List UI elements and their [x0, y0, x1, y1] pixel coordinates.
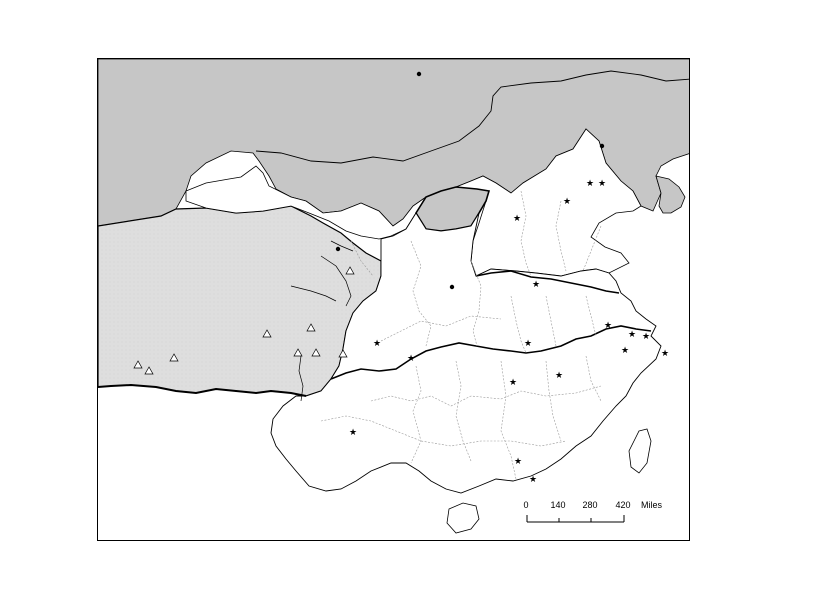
star-marker: ★ — [532, 280, 540, 290]
triangle-marker — [133, 360, 143, 369]
dot-marker — [335, 246, 341, 252]
province-borders — [320, 190, 602, 480]
map-frame: ★ ★ ★ ★ ★ ★ ★ ★ ★ ★ ★ ★ ★ ★ ★ ★ ★ ★ — [97, 58, 690, 541]
star-marker: ★ — [555, 371, 563, 381]
dot-marker — [416, 71, 422, 77]
scale-tick-label: 420 — [615, 500, 631, 510]
scale-bar — [526, 515, 625, 523]
triangle-marker — [144, 366, 154, 375]
dot-markers — [335, 71, 605, 290]
tibet-border — [98, 383, 307, 397]
rivers — [290, 240, 354, 402]
triangle-marker — [311, 348, 321, 357]
star-marker: ★ — [604, 321, 612, 331]
scale-tick-label: 140 — [550, 500, 566, 510]
yellow-river — [475, 270, 620, 294]
star-marker: ★ — [349, 428, 357, 438]
yangtze-river — [330, 325, 652, 380]
china-proper — [270, 212, 662, 494]
hainan-island — [446, 502, 480, 534]
scale-units-label: Miles — [641, 500, 663, 510]
star-marker: ★ — [529, 475, 537, 485]
triangle-marker — [293, 348, 303, 357]
star-marker: ★ — [513, 214, 521, 224]
scale-tick-label: 0 — [523, 500, 529, 510]
triangle-marker — [169, 353, 179, 362]
triangle-marker — [345, 266, 355, 275]
taiwan-island — [628, 428, 652, 474]
star-marker: ★ — [407, 354, 415, 364]
international-border-line — [255, 70, 689, 164]
star-marker: ★ — [598, 179, 606, 189]
star-marker: ★ — [642, 332, 650, 342]
triangle-markers — [133, 266, 355, 375]
triangle-marker — [306, 323, 316, 332]
star-marker: ★ — [524, 339, 532, 349]
star-marker: ★ — [509, 378, 517, 388]
star-marker: ★ — [373, 339, 381, 349]
star-marker: ★ — [621, 346, 629, 356]
dot-marker — [599, 143, 605, 149]
triangle-marker — [338, 349, 348, 358]
triangle-marker — [262, 329, 272, 338]
star-marker: ★ — [628, 330, 636, 340]
star-marker: ★ — [661, 349, 669, 359]
map-canvas: ★ ★ ★ ★ ★ ★ ★ ★ ★ ★ ★ ★ ★ ★ ★ ★ ★ ★ — [98, 59, 689, 534]
scale-tick-label: 280 — [582, 500, 598, 510]
star-marker: ★ — [586, 179, 594, 189]
korea-peninsula — [655, 175, 686, 214]
star-marker: ★ — [514, 457, 522, 467]
dot-marker — [449, 284, 455, 290]
star-markers: ★ ★ ★ ★ ★ ★ ★ ★ ★ ★ ★ ★ ★ ★ ★ ★ ★ ★ — [349, 179, 669, 485]
star-marker: ★ — [563, 197, 571, 207]
